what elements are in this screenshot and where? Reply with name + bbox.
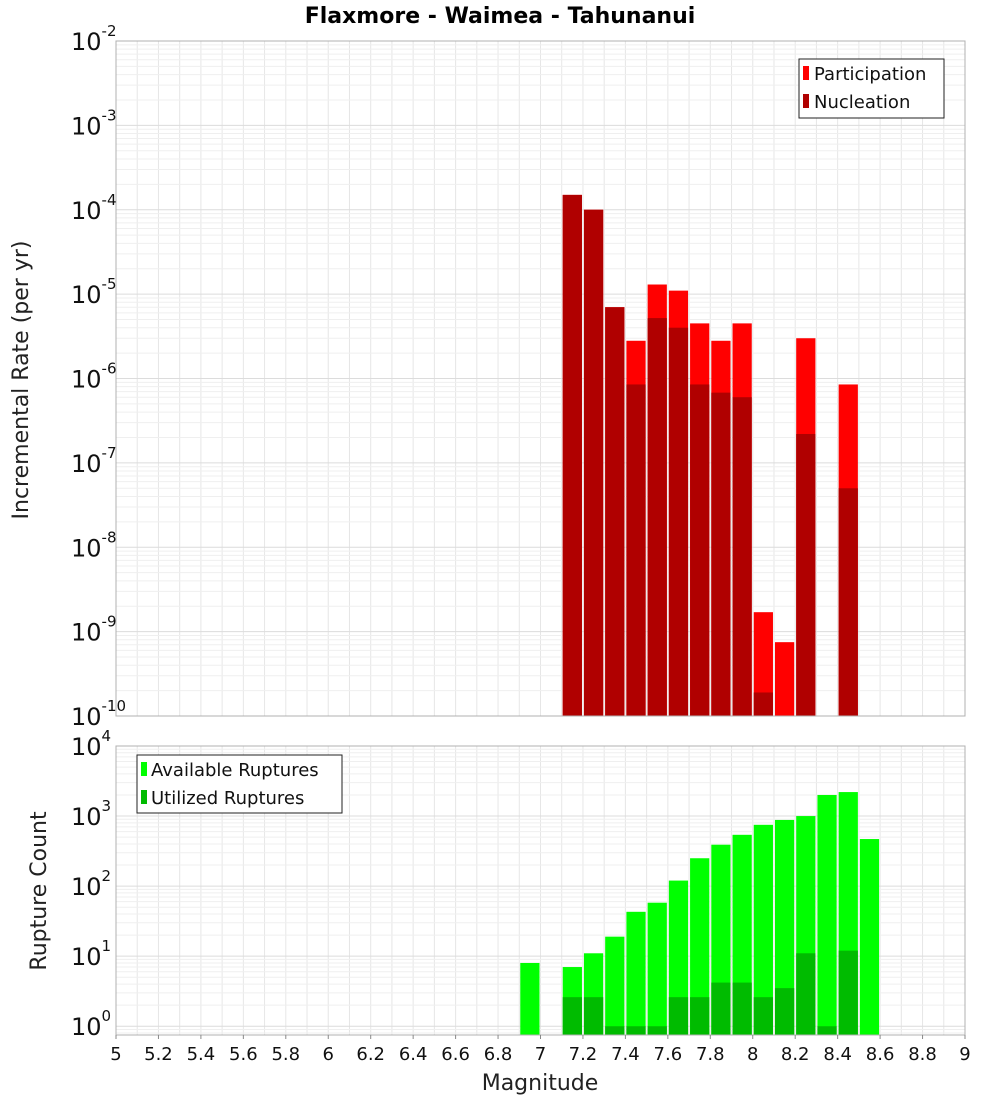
chart-title: Flaxmore - Waimea - Tahunanui [305,4,696,29]
available-ruptures-bar [690,858,710,1035]
legend-nucleation: Nucleation [814,92,910,113]
x-tick-label: 8 [747,1044,758,1065]
legend-swatch-available [141,762,147,776]
utilized-ruptures-bar [668,997,689,1035]
nucleation-bar [753,692,773,716]
count-bars [520,792,880,1035]
count-y-tick-label: 104 [71,727,111,761]
x-tick-label: 7.2 [569,1044,598,1065]
utilized-ruptures-bar [796,953,816,1035]
rate-bars [562,194,858,716]
available-ruptures-bar [774,819,795,1035]
utilized-ruptures-bar [711,982,731,1035]
x-tick-label: 7 [535,1044,546,1065]
available-ruptures-bar [520,962,540,1035]
rate-y-tick-label: 10-9 [71,613,117,647]
count-legend: Available Ruptures Utilized Ruptures [136,754,343,814]
rate-y-tick-label: 10-3 [71,106,117,140]
x-tick-label: 8.6 [866,1044,895,1065]
utilized-ruptures-bar [583,997,604,1035]
available-ruptures-bar [668,880,689,1035]
x-tick-label: 5.2 [144,1044,173,1065]
utilized-ruptures-bar [732,982,752,1035]
nucleation-bar [626,384,646,716]
utilized-ruptures-bar [605,1026,625,1035]
legend-utilized: Utilized Ruptures [151,788,304,809]
rate-y-tick-label: 10-10 [71,697,126,731]
nucleation-bar [668,327,689,716]
utilized-ruptures-bar [562,997,582,1035]
rate-plot-frame [115,40,966,717]
nucleation-bar [647,318,667,716]
rate-y-axis-label: Incremental Rate (per yr) [9,241,34,520]
count-y-tick-label: 102 [71,867,111,901]
rate-y-tick-label: 10-8 [71,528,117,562]
count-y-axis-label: Rupture Count [27,811,52,971]
legend-swatch-participation [803,66,809,80]
nucleation-bar [732,397,752,716]
nucleation-bar [562,194,582,716]
utilized-ruptures-bar [817,1026,837,1035]
x-axis-ticks: 5 5.2 5.4 5.6 5.8 6 6.2 6.4 6.6 6.8 7 7.2 7.4 7.6 7.8 8… [110,1035,971,1065]
x-tick-label: 7.4 [611,1044,640,1065]
legend-swatch-utilized [141,790,147,804]
available-ruptures-bar [626,911,646,1035]
available-ruptures-bar [647,902,667,1035]
x-tick-label: 5.8 [271,1044,300,1065]
available-ruptures-bar [859,839,880,1035]
x-tick-label: 5.4 [187,1044,216,1065]
count-y-tick-label: 101 [71,937,111,971]
x-tick-label: 5.6 [229,1044,258,1065]
rate-legend-box [798,58,945,119]
rate-y-tick-label: 10-7 [71,444,117,478]
rate-legend: Participation Nucleation [798,58,945,119]
utilized-ruptures-bar [753,997,773,1035]
x-tick-label: 6.6 [441,1044,470,1065]
nucleation-bar [690,384,710,716]
legend-swatch-nucleation [803,94,809,108]
count-legend-box [136,754,343,814]
x-tick-label: 7.8 [696,1044,725,1065]
available-ruptures-bar [753,824,773,1035]
rate-y-tick-label: 10-4 [71,191,117,225]
nucleation-bar [711,392,731,716]
count-y-tick-label: 100 [71,1007,111,1041]
legend-available: Available Ruptures [151,760,319,781]
x-tick-label: 8.4 [823,1044,852,1065]
available-ruptures-bar [817,794,837,1035]
count-y-tick-label: 103 [71,797,111,831]
utilized-ruptures-bar [626,1026,646,1035]
x-tick-label: 5 [110,1044,121,1065]
utilized-ruptures-bar [647,1026,667,1035]
x-tick-label: 6 [323,1044,334,1065]
x-tick-label: 6.2 [356,1044,385,1065]
x-tick-label: 7.6 [654,1044,683,1065]
x-tick-label: 8.2 [781,1044,810,1065]
legend-participation: Participation [814,64,926,85]
rate-y-tick-label: 10-2 [71,22,117,56]
x-tick-label: 9 [959,1044,970,1065]
rate-panel: 10-2 10-3 10-4 10-5 10-6 10-7 10-8 10-9 10-10 In… [9,22,966,731]
rate-y-ticks: 10-2 10-3 10-4 10-5 10-6 10-7 10-8 10-9 10-10 [71,22,126,731]
utilized-ruptures-bar [774,988,795,1035]
utilized-ruptures-bar [690,997,710,1035]
rate-y-tick-label: 10-5 [71,275,117,309]
nucleation-bar [838,488,858,716]
x-tick-label: 6.8 [484,1044,513,1065]
nucleation-bar [583,209,604,716]
count-panel: 104 103 102 101 100 Rupture Count Available … [27,727,966,1041]
participation-bar [753,612,773,716]
x-tick-label: 6.4 [399,1044,428,1065]
participation-bar [774,642,795,716]
x-axis-label: Magnitude [482,1071,599,1096]
available-ruptures-bar [605,936,625,1035]
nucleation-bar [796,433,816,716]
x-tick-label: 8.8 [908,1044,937,1065]
rate-grid [115,40,966,717]
utilized-ruptures-bar [838,950,858,1035]
count-y-ticks: 104 103 102 101 100 [71,727,111,1041]
rate-y-tick-label: 10-6 [71,360,117,394]
nucleation-bar [605,307,625,716]
